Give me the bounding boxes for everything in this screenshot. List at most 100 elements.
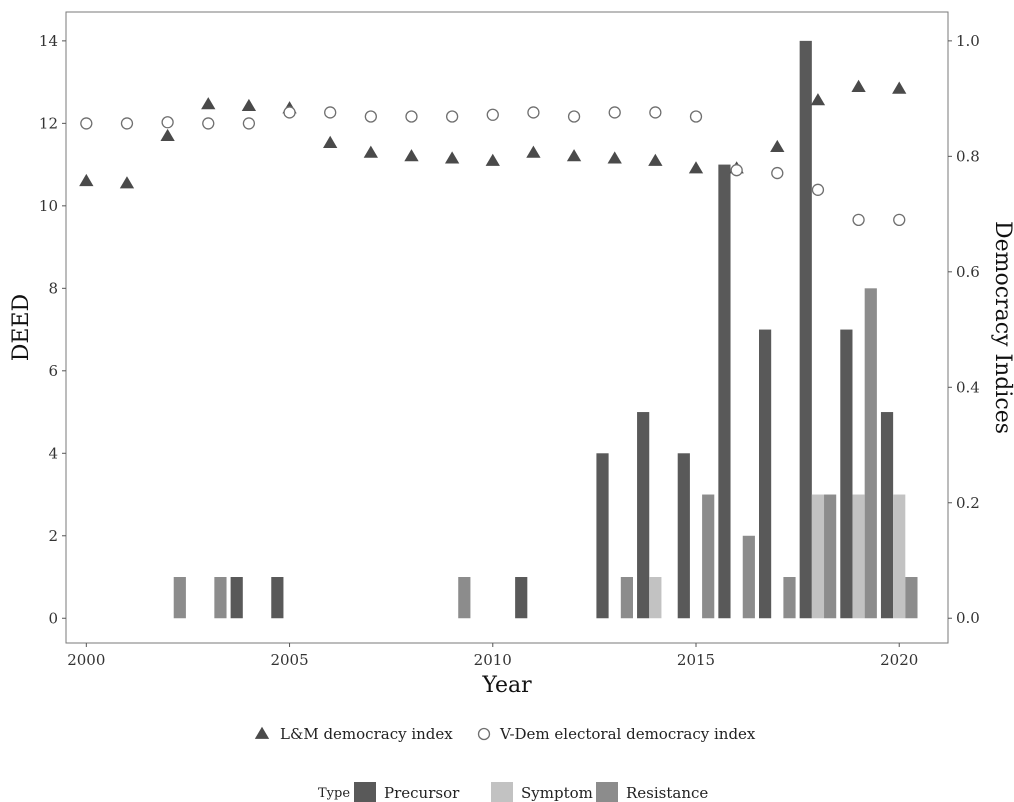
right-y-axis-title: Democracy Indices xyxy=(990,221,1014,434)
vdem-point-2006 xyxy=(324,106,337,119)
left-y-tick-label: 14 xyxy=(39,32,58,50)
bar-type-legend: Type Precursor Symptom Resistance xyxy=(318,782,708,802)
right-y-tick-label: 0.0 xyxy=(956,609,980,627)
legend-vdem-label: V-Dem electoral democracy index xyxy=(499,725,756,743)
point-legend: L&M democracy index V-Dem electoral democ… xyxy=(254,725,756,743)
x-tick-label: 2005 xyxy=(270,651,308,669)
vdem-point-2015 xyxy=(689,110,703,123)
lm-point-2019 xyxy=(851,79,866,92)
right-y-tick-label: 0.8 xyxy=(956,147,980,165)
lm-point-2013 xyxy=(607,151,622,164)
bar-symptom-2020 xyxy=(893,494,906,619)
lm-point-2003 xyxy=(201,97,216,110)
bar-resistance-2015 xyxy=(702,494,715,619)
lm-point-2009 xyxy=(444,151,460,164)
bar-precursor-2015 xyxy=(677,453,690,619)
lm-point-2001 xyxy=(119,176,135,189)
bar-precursor-2019 xyxy=(840,329,853,619)
lm-point-2010 xyxy=(485,153,500,166)
bar-precursor-2011 xyxy=(515,577,528,619)
vdem-point-2007 xyxy=(364,110,377,123)
lm-point-2014 xyxy=(648,153,663,166)
bar-precursor-2017 xyxy=(759,329,772,619)
bar-resistance-2019 xyxy=(864,288,877,619)
lm-point-2004 xyxy=(241,98,257,112)
bar-resistance-2003 xyxy=(214,577,227,619)
legend-symptom-key xyxy=(491,782,513,802)
vdem-point-2016 xyxy=(730,164,743,177)
vdem-point-2019 xyxy=(852,213,865,227)
bar-resistance-2009 xyxy=(458,577,471,619)
left-y-tick-label: 10 xyxy=(39,197,58,215)
bar-precursor-2020 xyxy=(880,412,894,619)
vdem-point-2011 xyxy=(527,106,540,119)
x-axis-title: Year xyxy=(481,673,532,698)
bar-precursor-2018 xyxy=(799,40,812,619)
left-y-axis-title: DEED xyxy=(9,294,34,361)
points-layer xyxy=(79,79,907,227)
right-y-tick-label: 1.0 xyxy=(956,32,980,50)
bar-resistance-2002 xyxy=(173,577,186,619)
x-tick-label: 2020 xyxy=(880,651,918,669)
right-y-tick-label: 0.2 xyxy=(956,494,980,512)
legend-type-title: Type xyxy=(318,786,350,801)
legend-precursor-key xyxy=(354,782,376,802)
left-y-tick-label: 6 xyxy=(48,362,58,380)
lm-point-2000 xyxy=(79,173,94,187)
left-y-tick-label: 12 xyxy=(39,114,58,132)
lm-point-2020 xyxy=(892,81,907,94)
bars-layer xyxy=(173,40,918,619)
bar-precursor-2004 xyxy=(230,577,243,619)
bar-symptom-2014 xyxy=(649,577,662,619)
vdem-point-2008 xyxy=(405,110,418,123)
vdem-point-2003 xyxy=(202,117,215,130)
bar-symptom-2018 xyxy=(811,494,825,619)
lm-point-2008 xyxy=(404,149,419,162)
bar-resistance-2020 xyxy=(905,577,918,619)
vdem-point-2018 xyxy=(811,183,825,196)
legend-resistance-key xyxy=(596,782,618,802)
vdem-point-2010 xyxy=(486,108,499,121)
vdem-point-2005 xyxy=(283,106,296,119)
vdem-point-2002 xyxy=(161,116,174,129)
bar-precursor-2005 xyxy=(271,577,284,619)
vdem-point-2014 xyxy=(649,106,662,119)
lm-point-2012 xyxy=(566,149,582,162)
bar-resistance-2016 xyxy=(742,535,755,619)
legend-vdem-circle-icon xyxy=(477,727,491,741)
lm-point-2017 xyxy=(770,139,785,153)
vdem-point-2013 xyxy=(608,106,621,119)
x-tick-label: 2015 xyxy=(677,651,715,669)
vdem-point-2001 xyxy=(120,117,134,130)
left-y-tick-label: 4 xyxy=(48,444,58,462)
vdem-point-2009 xyxy=(445,110,459,123)
axes-layer: 0 2 4 6 8 10 12 14 0.0 0.2 0.4 0.6 0.8 1.0 2000 2005 201… xyxy=(39,32,980,669)
legend-lm-label: L&M democracy index xyxy=(280,725,453,743)
vdem-point-2020 xyxy=(893,213,906,227)
bar-symptom-2019 xyxy=(852,494,865,619)
bar-precursor-2013 xyxy=(596,453,609,619)
bar-resistance-2013 xyxy=(620,577,633,619)
bar-resistance-2018 xyxy=(824,494,837,619)
vdem-point-2012 xyxy=(567,110,581,123)
lm-point-2007 xyxy=(363,145,378,158)
bar-precursor-2014 xyxy=(637,412,650,619)
right-y-tick-label: 0.4 xyxy=(956,378,980,396)
vdem-point-2004 xyxy=(242,117,256,130)
x-tick-label: 2000 xyxy=(67,651,105,669)
left-y-tick-label: 2 xyxy=(48,527,58,545)
lm-point-2015 xyxy=(688,161,704,174)
lm-point-2018 xyxy=(810,93,826,106)
lm-point-2006 xyxy=(323,135,338,148)
right-y-tick-label: 0.6 xyxy=(956,263,980,281)
legend-precursor-label: Precursor xyxy=(384,784,460,802)
legend-lm-triangle-icon xyxy=(254,726,270,739)
lm-point-2011 xyxy=(526,145,541,158)
vdem-point-2017 xyxy=(771,166,784,180)
left-y-tick-label: 0 xyxy=(48,609,58,627)
bar-resistance-2017 xyxy=(783,577,796,619)
lm-point-2002 xyxy=(160,128,175,142)
vdem-point-2000 xyxy=(80,117,93,130)
bar-precursor-2016 xyxy=(718,164,731,619)
